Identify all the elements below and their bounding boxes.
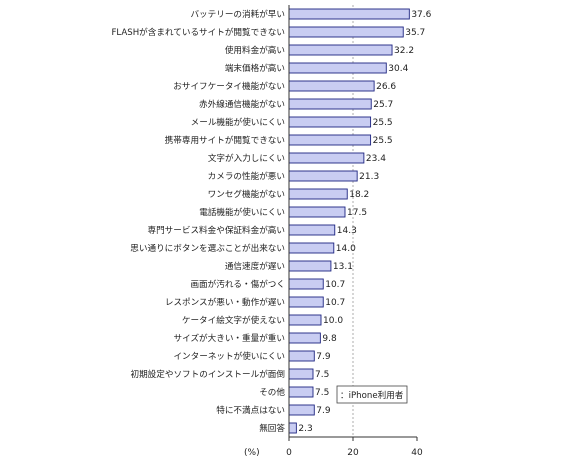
category-label: 電話機能が使いにくい bbox=[199, 206, 285, 218]
x-tick-label: 20 bbox=[347, 448, 359, 458]
category-label: カメラの性能が悪い bbox=[208, 170, 285, 182]
bar bbox=[288, 368, 314, 380]
bar bbox=[288, 26, 404, 38]
value-label: 35.7 bbox=[405, 28, 425, 38]
legend-box bbox=[336, 385, 408, 404]
value-label: 17.5 bbox=[347, 208, 367, 218]
category-label: 使用料金が高い bbox=[225, 44, 285, 56]
value-label: 10.0 bbox=[323, 316, 343, 326]
category-label: 専門サービス料金や保証料金が高い bbox=[147, 224, 285, 236]
category-label: ケータイ絵文字が使えない bbox=[182, 314, 285, 326]
bar bbox=[288, 296, 324, 308]
category-label: バッテリーの消耗が早い bbox=[190, 8, 285, 20]
value-label: 21.3 bbox=[359, 172, 379, 182]
value-label: 10.7 bbox=[325, 298, 345, 308]
bar bbox=[288, 116, 372, 128]
value-label: 14.0 bbox=[336, 244, 356, 254]
value-label: 23.4 bbox=[366, 154, 386, 164]
bars-layer bbox=[288, 8, 410, 434]
bar bbox=[288, 80, 375, 92]
unit-label: (%) bbox=[244, 448, 260, 458]
bar bbox=[288, 188, 348, 200]
value-label: 2.3 bbox=[298, 424, 312, 434]
value-label: 30.4 bbox=[388, 64, 408, 74]
bar bbox=[288, 260, 332, 272]
value-label: 14.3 bbox=[337, 226, 357, 236]
category-label: 無回答 bbox=[259, 422, 285, 434]
category-label: レスポンスが悪い・動作が遅い bbox=[165, 296, 285, 308]
bar bbox=[288, 350, 315, 362]
value-label: 18.2 bbox=[349, 190, 369, 200]
category-label: その他 bbox=[259, 386, 285, 398]
category-label: メール機能が使いにくい bbox=[191, 116, 285, 128]
x-tick-label: 40 bbox=[411, 448, 423, 458]
bar bbox=[288, 8, 410, 20]
legend: ：iPhone利用者 bbox=[336, 385, 408, 404]
category-label: 思い通りにボタンを選ぶことが出来ない bbox=[130, 242, 285, 254]
category-label: 携帯専用サイトが閲覧できない bbox=[165, 134, 285, 146]
value-label: 7.5 bbox=[315, 370, 329, 380]
category-label: 画面が汚れる・傷がつく bbox=[190, 278, 285, 290]
bar bbox=[288, 44, 393, 56]
category-labels: バッテリーの消耗が早い FLASHが含まれているサイトが閲覧できない使用料金が高い… bbox=[111, 8, 285, 434]
category-label: インターネットが使いにくい bbox=[173, 350, 285, 362]
bar bbox=[288, 152, 365, 164]
value-label: 7.5 bbox=[315, 388, 329, 398]
value-label: 10.7 bbox=[325, 280, 345, 290]
category-label: おサイフケータイ機能がない bbox=[173, 80, 285, 92]
bar bbox=[288, 386, 314, 398]
value-label: 37.6 bbox=[411, 10, 431, 20]
category-label: FLASHが含まれているサイトが閲覧できない bbox=[111, 26, 285, 38]
value-label: 7.9 bbox=[316, 352, 331, 362]
category-label: 特に不満点はない bbox=[216, 404, 285, 416]
category-label: ワンセグ機能がない bbox=[208, 188, 285, 200]
bar bbox=[288, 404, 315, 416]
category-label: サイズが大きい・重量が重い bbox=[174, 332, 285, 344]
category-label: 赤外線通信機能がない bbox=[199, 98, 285, 110]
value-label: 9.8 bbox=[322, 334, 337, 344]
axis-layer: 0 20 40 bbox=[286, 5, 423, 458]
bar bbox=[288, 278, 324, 290]
legend-label: ：iPhone利用者 bbox=[340, 389, 404, 401]
category-label: 端末価格が高い bbox=[225, 62, 285, 74]
value-label: 25.5 bbox=[373, 136, 393, 146]
bar bbox=[288, 134, 372, 146]
bar bbox=[288, 62, 387, 74]
value-label: 13.1 bbox=[333, 262, 353, 272]
bar bbox=[288, 242, 335, 254]
bar bbox=[288, 224, 336, 236]
value-label: 25.7 bbox=[373, 100, 393, 110]
category-label: 通信速度が遅い bbox=[225, 260, 285, 272]
bar bbox=[288, 422, 297, 434]
bar bbox=[288, 332, 321, 344]
bar bbox=[288, 98, 372, 110]
x-tick-label: 0 bbox=[286, 448, 292, 458]
category-label: 文字が入力しにくい bbox=[208, 152, 285, 164]
category-label: 初期設定やソフトのインストールが面倒 bbox=[130, 368, 285, 380]
value-label: 7.9 bbox=[316, 406, 331, 416]
value-label: 26.6 bbox=[376, 82, 396, 92]
value-label: 25.5 bbox=[373, 118, 393, 128]
bar bbox=[288, 206, 346, 218]
bar bbox=[288, 314, 322, 326]
value-label: 32.2 bbox=[394, 46, 414, 56]
bar bbox=[288, 170, 358, 182]
value-labels: 37.6 35.7 32.2 30.4 26.6 25.7 25.5 25.5 23.4 21.3… bbox=[298, 10, 431, 434]
